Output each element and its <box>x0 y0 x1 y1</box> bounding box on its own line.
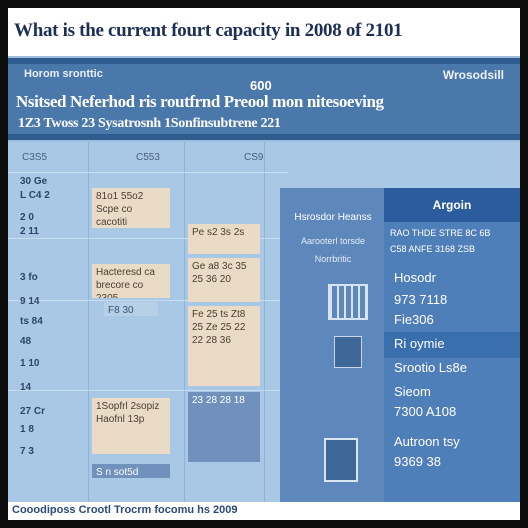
table-cell: F8 30 <box>104 302 158 316</box>
row-label: 2 11 <box>20 226 39 237</box>
device-box-icon <box>334 336 362 368</box>
header-inner: Horom sronttic 600 Wrosodsill Nsitsed Ne… <box>8 64 520 134</box>
table-cell: S n sot5d <box>92 464 170 478</box>
right-panel-value: 9369 38 <box>394 454 441 469</box>
grid-rule <box>8 238 288 239</box>
right-panel-value: Sieom <box>394 384 431 399</box>
right-panel-value: Hosodr <box>394 270 436 285</box>
image-frame: What is the current fourt capacity in 20… <box>8 8 520 520</box>
grid-rule <box>8 390 288 391</box>
header-main-text: Nsitsed Neferhod ris routfrnd Preool mon… <box>16 92 384 111</box>
center-panel-line: Aarooterl torsde <box>300 236 366 246</box>
row-label: L C4 2 <box>20 190 50 201</box>
device-box-icon <box>324 438 358 482</box>
column-header: C3S5 <box>22 152 48 163</box>
page-title: What is the current fourt capacity in 20… <box>14 20 403 41</box>
center-panel-title: Hsrosdor Heanss <box>294 212 372 223</box>
right-panel-row: RAO THDE STRE 8C 6B <box>390 228 491 238</box>
right-panel: Argoin RAO THDE STRE 8C 6B C58 ANFE 3168… <box>384 188 520 502</box>
header-center-label: 600 <box>250 78 272 93</box>
grid-divider <box>88 142 89 502</box>
row-label: 27 Cr <box>20 406 46 417</box>
header-left-label: Horom sronttic <box>24 68 103 80</box>
grid-divider <box>184 142 185 502</box>
header-sub-text: 1Z3 Twoss 23 Sysatrosnh 1Sonfinsubtrene … <box>18 116 281 131</box>
row-label: 3 fo <box>20 272 38 283</box>
header-panel: Horom sronttic 600 Wrosodsill Nsitsed Ne… <box>8 58 520 140</box>
column-header: CS9 <box>244 152 264 163</box>
row-label: 7 3 <box>20 446 34 457</box>
table-cell: Pe s2 3s 2s <box>188 224 260 254</box>
row-label: 48 <box>20 336 32 347</box>
table-cell: Ge a8 3c 35 25 36 20 <box>188 258 260 302</box>
right-panel-row: C58 ANFE 3168 ZSB <box>390 244 476 254</box>
table-cell: 23 28 28 18 <box>188 392 260 462</box>
column-header: C553 <box>136 152 160 163</box>
right-panel-value: 7300 A108 <box>394 404 457 419</box>
row-label: ts 84 <box>20 316 43 327</box>
grid-rule <box>8 172 288 173</box>
title-bar: What is the current fourt capacity in 20… <box>8 8 520 56</box>
grid-divider <box>264 142 265 502</box>
row-label: 2 0 <box>20 212 34 223</box>
center-panel: Hsrosdor Heanss Aarooterl torsde Norrbri… <box>280 188 384 502</box>
table-cell: Hacteresd ca brecore co 2305 <box>92 264 170 298</box>
grid-area: C3S5 C553 CS9 30 Ge L C4 2 2 0 2 11 3 fo… <box>8 142 520 502</box>
center-panel-line: Norrbritic <box>314 254 352 264</box>
footer-text: Cooodiposs Crootl Trocrm focomu hs 2009 <box>12 504 238 516</box>
right-panel-title: Argoin <box>432 198 472 212</box>
table-cell: Fe 25 ts Zt8 25 Ze 25 22 22 28 36 <box>188 306 260 386</box>
grid-rule <box>8 300 288 301</box>
table-cell: 81o1 55o2 Scpe co cacotiti <box>92 188 170 228</box>
row-label: 1 8 <box>20 424 34 435</box>
header-right-label: Wrosodsill <box>442 68 504 82</box>
row-label: 14 <box>20 382 32 393</box>
right-panel-value: 973 7118 <box>394 292 448 307</box>
right-panel-value: Fie306 <box>394 312 434 327</box>
row-label: 1 10 <box>20 358 40 369</box>
row-label: 30 Ge <box>20 176 48 187</box>
footer-bar: Cooodiposs Crootl Trocrm focomu hs 2009 <box>8 502 520 520</box>
right-panel-value: Ri oymie <box>394 336 445 351</box>
right-panel-header: Argoin <box>384 188 520 222</box>
device-icon <box>328 284 368 320</box>
right-panel-value: Autroon tsy <box>394 434 460 449</box>
row-label: 9 14 <box>20 296 40 307</box>
table-cell: 1Sopfrl 2sopiz Haofnl 13p <box>92 398 170 454</box>
right-panel-strip <box>384 332 520 358</box>
right-panel-value: Srootio Ls8e <box>394 360 467 375</box>
